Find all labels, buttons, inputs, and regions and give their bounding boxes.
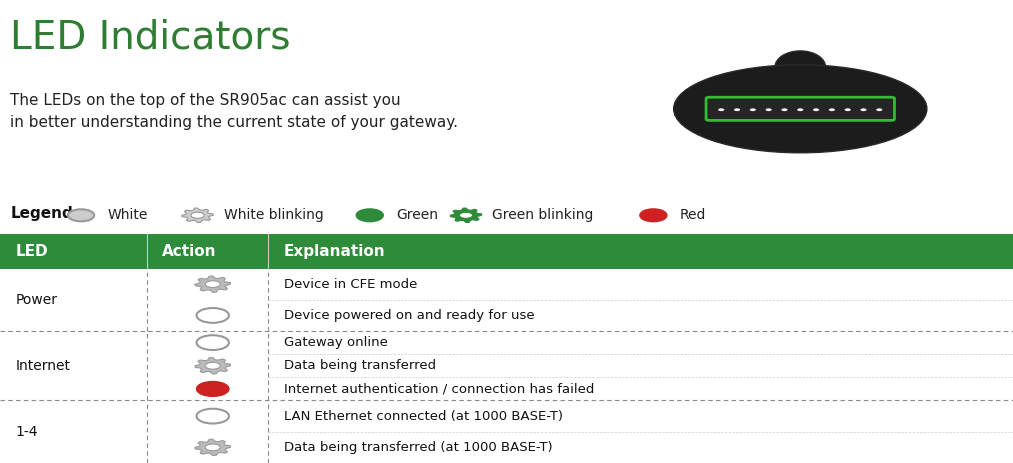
Circle shape [876,108,882,111]
Circle shape [206,363,220,369]
Text: The LEDs on the top of the SR905ac can assist you
in better understanding the cu: The LEDs on the top of the SR905ac can a… [10,93,458,130]
Circle shape [860,108,866,111]
Polygon shape [194,276,231,292]
Text: 1-4: 1-4 [15,425,37,439]
Circle shape [766,108,772,111]
Text: White: White [107,208,148,222]
Circle shape [845,108,851,111]
Circle shape [797,108,803,111]
Circle shape [197,308,229,323]
Bar [0,234,1013,269]
Circle shape [197,409,229,424]
Text: Green: Green [396,208,438,222]
Circle shape [357,209,383,221]
Polygon shape [450,208,482,223]
Circle shape [750,108,756,111]
Polygon shape [194,439,231,456]
Text: LED Indicators: LED Indicators [10,19,291,56]
Text: White blinking: White blinking [224,208,323,222]
Text: Gateway online: Gateway online [284,336,388,349]
Circle shape [813,108,820,111]
Text: Internet authentication / connection has failed: Internet authentication / connection has… [284,382,594,395]
Circle shape [829,108,835,111]
Circle shape [197,335,229,350]
Text: Red: Red [680,208,706,222]
Circle shape [459,212,473,219]
Circle shape [640,209,667,221]
Circle shape [734,108,741,111]
Text: Device powered on and ready for use: Device powered on and ready for use [284,309,534,322]
Text: Data being transferred (at 1000 BASE-T): Data being transferred (at 1000 BASE-T) [284,441,552,454]
Circle shape [197,382,229,396]
Text: Action: Action [162,244,217,259]
Text: Internet: Internet [15,359,70,373]
Text: Legend:: Legend: [10,206,79,221]
Text: Explanation: Explanation [284,244,385,259]
Text: LED: LED [15,244,48,259]
Polygon shape [181,208,214,223]
Text: Device in CFE mode: Device in CFE mode [284,278,417,291]
Circle shape [718,108,724,111]
Text: Green blinking: Green blinking [492,208,594,222]
Text: LAN Ethernet connected (at 1000 BASE-T): LAN Ethernet connected (at 1000 BASE-T) [284,410,562,423]
Circle shape [781,108,787,111]
Text: Power: Power [15,293,57,307]
Text: Data being transferred: Data being transferred [284,359,436,372]
Circle shape [206,281,220,288]
FancyBboxPatch shape [706,97,894,120]
Ellipse shape [674,65,927,153]
Circle shape [190,212,205,219]
Circle shape [206,444,220,451]
Circle shape [68,209,94,221]
Ellipse shape [775,51,826,83]
Polygon shape [194,357,231,374]
